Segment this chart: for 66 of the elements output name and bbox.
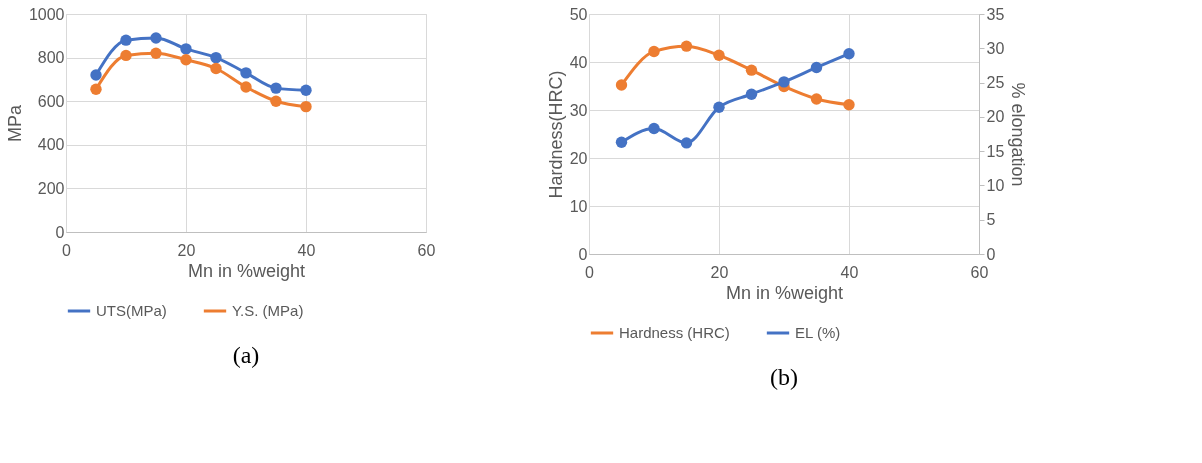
x-axis-title: Mn in %weight [725,282,844,303]
point [300,84,312,96]
y-axis-title: Hardness(HRC) [545,70,566,199]
text: (a) [232,342,260,368]
point [180,43,192,55]
x-tick-label: 40 [297,241,316,259]
point [810,61,823,74]
y2-tick-label: 30 [986,39,1005,57]
y-tick-label: 10 [569,197,588,215]
y2-tick-label: 15 [986,142,1005,160]
point [150,47,162,59]
y2-tick-label: 5 [986,211,996,229]
y-tick-label: 600 [37,92,65,110]
legend-label: EL (%) [795,324,841,341]
y-tick-label: 30 [569,101,588,119]
point [648,45,660,58]
y-tick-label: 800 [37,49,65,67]
text: (b) [770,364,798,390]
x-tick-label: 20 [177,241,196,259]
y-tick-label: 400 [37,136,65,154]
y-axis-title: MPa [4,104,25,143]
point [713,101,725,113]
point [615,136,628,148]
x-tick-label: 60 [970,263,989,281]
y-tick-label: 200 [37,179,65,197]
point [843,48,855,60]
y-tick-label: 20 [569,149,588,167]
point [300,100,312,113]
legend-label: UTS(MPa) [96,302,167,319]
point [210,51,222,64]
y2-tick-label: 20 [986,108,1005,126]
point [680,137,693,149]
point [745,88,758,100]
x-axis-title: Mn in %weight [187,260,306,281]
y2-tick-label: 25 [986,74,1005,92]
point [240,81,252,93]
point [843,99,855,111]
point [713,49,725,61]
x-tick-label: 20 [710,263,729,281]
point [120,34,132,46]
y-tick-label: 40 [569,53,588,71]
point [778,76,790,88]
point [745,64,758,76]
y-tick-label: 0 [55,223,65,241]
point [90,69,102,81]
legend-label: Y.S. (MPa) [232,302,304,319]
point [240,67,252,79]
y-tick-label: 50 [569,5,588,23]
point [270,95,282,107]
point [120,49,132,62]
point [90,83,102,95]
point [615,79,628,91]
x-tick-label: 60 [417,241,436,259]
point [648,122,660,135]
legend-label: Hardness (HRC) [619,324,730,341]
y2-tick-label: 10 [986,176,1005,194]
x-tick-label: 40 [840,263,859,281]
y2-tick-label: 35 [986,5,1005,23]
point [810,93,823,105]
point [180,54,192,66]
y-tick-label: 1000 [28,5,65,23]
point [680,40,693,52]
y2-axis-title: % elongation [1008,82,1029,187]
point [150,32,162,44]
point [270,82,282,94]
point [210,62,222,75]
